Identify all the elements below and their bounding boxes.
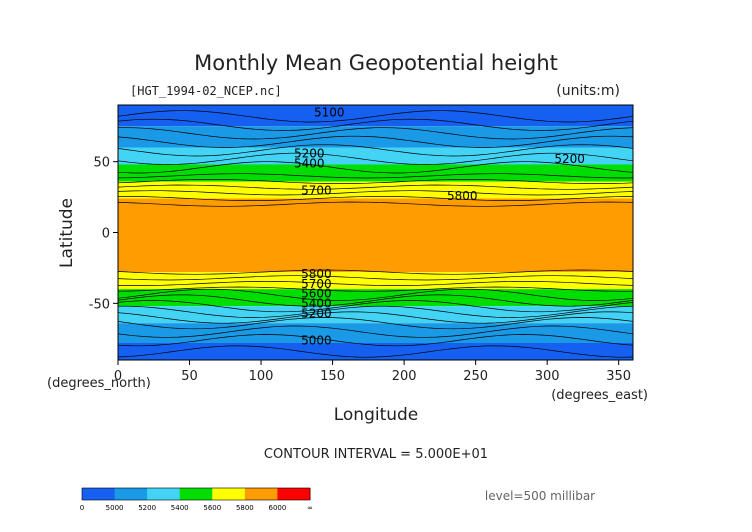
x-tick-label: 150 — [320, 369, 345, 384]
x-unit-label: (degrees_east) — [551, 388, 648, 403]
zonal-band — [118, 272, 633, 290]
x-tick-label: 100 — [249, 369, 274, 384]
contour-line — [117, 161, 634, 174]
contour-line — [117, 317, 634, 330]
contour-line — [117, 179, 634, 184]
zonal-band — [118, 105, 633, 127]
x-tick-label: 50 — [181, 369, 198, 384]
y-tick-label: 0 — [102, 227, 110, 242]
contour-label: 5700 — [301, 277, 332, 291]
y-unit-label: (degrees_north) — [47, 376, 151, 391]
contour-lines — [117, 110, 634, 358]
contour-line — [117, 286, 634, 292]
contour-line — [117, 275, 634, 281]
colorbar-tick-label: ∞ — [307, 504, 313, 512]
contour-line — [117, 152, 634, 165]
contour-line — [117, 190, 634, 196]
contour-line — [118, 127, 634, 140]
contour-label: 5800 — [301, 267, 332, 281]
contour-line — [117, 144, 634, 157]
contour-line — [117, 345, 634, 358]
x-tick-label: 350 — [606, 369, 631, 384]
contour-line — [117, 201, 634, 207]
contour-line — [117, 311, 634, 324]
zonal-band — [118, 289, 633, 307]
y-tick-label: -50 — [89, 297, 110, 312]
contour-label: 5200 — [294, 146, 325, 160]
contour-label: 5600 — [301, 287, 332, 301]
x-axis-label: Longitude — [334, 405, 419, 425]
zonal-band — [118, 198, 633, 273]
colorbar-tick-label: 5400 — [171, 504, 189, 512]
colorbar-swatch — [277, 488, 311, 500]
plot-area — [118, 105, 633, 360]
colorbar-swatch — [147, 488, 181, 500]
contour-line — [117, 300, 634, 313]
colorbar-tick-label: 5000 — [106, 504, 124, 512]
y-tick-label: 50 — [93, 156, 110, 171]
contour-label: 5200 — [301, 307, 332, 321]
contour-label: 5000 — [301, 333, 332, 347]
contour-interval-text: CONTOUR INTERVAL = 5.000E+01 — [264, 447, 488, 462]
x-tick-label: 250 — [463, 369, 488, 384]
zonal-band — [118, 306, 633, 324]
zonal-band — [118, 343, 633, 360]
chart-title: Monthly Mean Geopotential height — [194, 51, 558, 75]
colorbar-swatch — [244, 488, 278, 500]
zonal-band — [118, 181, 633, 199]
colorbar-frame — [81, 487, 311, 501]
file-label: [HGT_1994-02_NCEP.nc] — [130, 84, 282, 98]
zonal-band — [118, 164, 633, 182]
x-tick-label: 200 — [392, 369, 417, 384]
contour-line — [117, 269, 634, 275]
contour-label: 5100 — [314, 105, 345, 119]
colorbar-swatch — [212, 488, 246, 500]
contour-line — [118, 196, 634, 201]
contour-line — [117, 325, 634, 338]
contour-line — [117, 294, 634, 307]
contour-line — [117, 281, 634, 286]
y-axis-label: Latitude — [57, 198, 77, 268]
colorbar-tick-label: 6000 — [269, 504, 287, 512]
x-axis-ticks: 0 50 100 150 200 250 300 350 — [114, 360, 631, 384]
colorbar-swatch — [114, 488, 148, 500]
contour-line — [117, 288, 634, 301]
colorbar: 0 5000 5200 5400 5600 5800 6000 ∞ — [80, 487, 313, 512]
contour-label: 5400 — [301, 297, 332, 311]
colorbar-tick-label: 5600 — [203, 504, 221, 512]
contour-line — [117, 135, 634, 148]
contour-line — [117, 184, 634, 190]
zonal-band — [118, 147, 633, 165]
zonal-band — [118, 323, 633, 343]
contour-label: 5200 — [554, 152, 585, 166]
colorbar-tick-label: 0 — [80, 504, 84, 512]
units-label: (units:m) — [556, 83, 620, 99]
contour-label: 5400 — [294, 156, 325, 170]
colorbar-swatch — [179, 488, 213, 500]
x-tick-label: 300 — [535, 369, 560, 384]
contour-line — [117, 118, 634, 131]
colorbar-tick-label: 5800 — [236, 504, 254, 512]
contour-line — [117, 173, 634, 179]
colorbar-swatch — [82, 488, 116, 500]
colorbar-tick-label: 5200 — [138, 504, 156, 512]
contour-label: 5800 — [447, 189, 478, 203]
y-axis-ticks: 50 0 -50 — [89, 156, 118, 312]
contour-line — [118, 305, 634, 318]
level-text: level=500 millibar — [485, 489, 595, 503]
x-tick-label: 0 — [114, 369, 122, 384]
contour-line — [117, 110, 634, 123]
contour-line — [117, 334, 634, 347]
contour-label: 5700 — [301, 183, 332, 197]
